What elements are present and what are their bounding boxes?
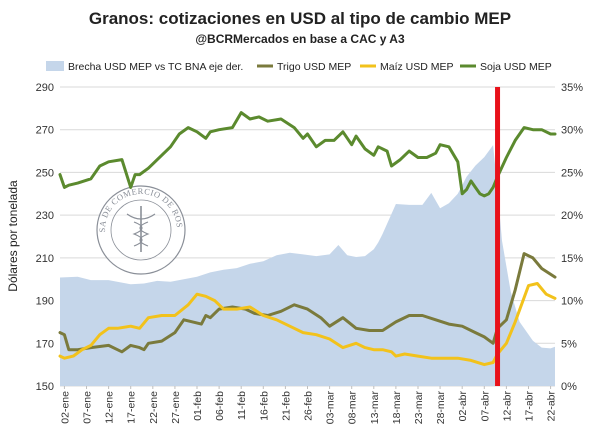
seal-ring-inner [110, 199, 172, 261]
legend: Brecha USD MEP vs TC BNA eje der. Trigo U… [46, 61, 552, 73]
x-axis: 02-ene 07-ene 12-ene 17-ene 22-ene 27-ene 01-f… [59, 386, 558, 425]
x-tick-label: 02-abr [457, 391, 469, 422]
y2-tick-label: 20% [561, 210, 583, 222]
legend-swatch [46, 61, 64, 71]
x-tick-label: 17-abr [523, 391, 535, 422]
x-tick-label: 07-ene [82, 391, 94, 424]
chart-title: Granos: cotizaciones en USD al tipo de c… [89, 9, 511, 28]
y-tick-label: 230 [36, 210, 54, 222]
y2-tick-label: 5% [561, 338, 577, 350]
x-tick-label: 22-ene [148, 391, 160, 424]
x-tick-label: 26-feb [303, 391, 315, 421]
y2-tick-label: 35% [561, 82, 583, 94]
x-tick-label: 03-mar [325, 391, 337, 425]
series-line-trigo [58, 252, 557, 354]
seal-wings [126, 213, 156, 220]
y2-tick-label: 10% [561, 296, 583, 308]
x-tick-label: 12-ene [104, 391, 116, 424]
y-tick-label: 210 [36, 253, 54, 265]
legend-label: Trigo USD MEP [277, 61, 351, 73]
x-tick-label: 06-feb [214, 391, 226, 421]
y-tick-label: 250 [36, 167, 54, 179]
seal-serpent [132, 221, 143, 247]
series-line-maiz [58, 282, 557, 367]
legend-label: Soja USD MEP [480, 61, 552, 73]
y-axis-left: 150 170 190 210 230 250 270 290 [36, 82, 54, 393]
x-tick-label: 02-ene [59, 391, 71, 424]
series-area-brecha [60, 145, 555, 386]
legend-label: Maíz USD MEP [380, 61, 454, 73]
x-tick-label: 11-feb [236, 391, 248, 420]
x-tick-label: 08-mar [347, 391, 359, 425]
x-tick-label: 21-feb [280, 391, 292, 421]
x-tick-label: 18-mar [391, 391, 403, 425]
seal-serpent [139, 221, 150, 247]
x-tick-label: 23-mar [413, 391, 425, 425]
legend-label: Brecha USD MEP vs TC BNA eje der. [68, 61, 243, 73]
y-tick-label: 150 [36, 381, 54, 393]
y2-tick-label: 15% [561, 253, 583, 265]
x-tick-label: 01-feb [192, 391, 204, 421]
seal-text: BOLSA DE COMERCIO DE ROSARIO [0, 0, 185, 232]
y2-tick-label: 30% [561, 125, 583, 137]
area-layer [60, 145, 555, 386]
x-tick-label: 16-feb [258, 391, 270, 421]
y-tick-label: 290 [36, 82, 54, 94]
x-tick-label: 22-abr [546, 391, 558, 422]
line-layer [58, 111, 557, 367]
y-tick-label: 270 [36, 125, 54, 137]
x-tick-label: 27-ene [170, 391, 182, 424]
y2-tick-label: 0% [561, 381, 577, 393]
watermark-seal: BOLSA DE COMERCIO DE ROSARIO [0, 0, 186, 275]
x-tick-label: 07-abr [479, 391, 491, 422]
y-tick-label: 170 [36, 338, 54, 350]
series-line-soja [58, 111, 557, 198]
x-tick-label: 13-mar [369, 391, 381, 425]
x-tick-label: 28-mar [435, 391, 447, 425]
x-tick-label: 17-ene [126, 391, 138, 424]
y-tick-label: 190 [36, 296, 54, 308]
y-axis-title: Dólares por tonelada [6, 180, 20, 292]
chart-subtitle: @BCRMercados en base a CAC y A3 [195, 32, 405, 46]
y2-tick-label: 25% [561, 167, 583, 179]
x-tick-label: 12-abr [501, 391, 513, 422]
y-axis-right: 0% 5% 10% 15% 20% 25% 30% 35% [561, 82, 583, 393]
